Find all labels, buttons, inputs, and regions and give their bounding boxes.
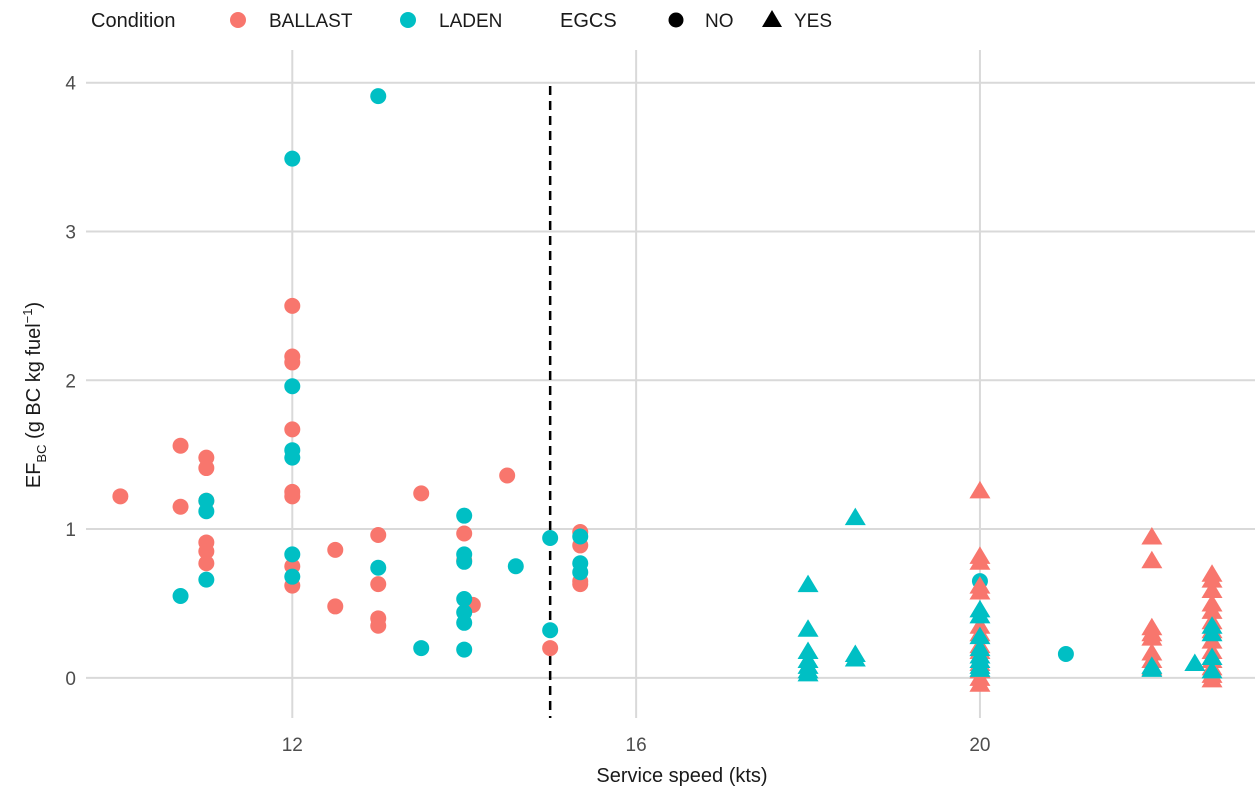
data-point-laden-circle <box>542 622 559 639</box>
data-point-ballast-triangle <box>1141 550 1163 569</box>
y-tick-label: 4 <box>65 74 76 95</box>
data-point-ballast-circle <box>284 421 301 438</box>
data-point-laden-circle <box>284 568 301 585</box>
data-point-laden-circle <box>284 150 301 167</box>
data-point-ballast-circle <box>284 354 301 371</box>
grid-lines <box>86 50 1255 718</box>
data-point-laden-circle <box>572 528 589 545</box>
data-point-laden-triangle <box>1201 647 1223 666</box>
y-tick-labels: 0 1 2 3 4 <box>65 74 76 690</box>
data-point-ballast-circle <box>172 437 189 454</box>
data-point-ballast-triangle <box>969 552 991 570</box>
data-point-laden-circle <box>284 378 301 395</box>
data-point-laden-triangle <box>797 619 819 637</box>
data-point-laden-circle <box>1057 646 1074 663</box>
data-point-laden-circle <box>456 614 473 631</box>
y-tick-label: 0 <box>65 669 76 690</box>
data-point-laden-circle <box>284 449 301 466</box>
legend-egcs-title: EGCS <box>560 10 617 32</box>
data-point-laden-circle <box>370 559 387 576</box>
legend-no-label: NO <box>705 11 734 32</box>
data-point-laden-triangle <box>797 574 819 593</box>
y-axis-title-main: EF <box>23 463 45 489</box>
data-point-ballast-triangle <box>1141 526 1163 545</box>
data-point-laden-circle <box>370 88 387 105</box>
legend: Condition BALLAST LADEN EGCS NO YES <box>91 10 832 32</box>
data-point-ballast-triangle <box>1201 580 1223 599</box>
data-point-laden-circle <box>572 564 589 581</box>
data-point-laden-triangle <box>797 663 819 682</box>
y-tick-label: 1 <box>65 520 76 541</box>
data-point-ballast-circle <box>327 541 344 558</box>
data-point-laden-circle <box>198 503 215 520</box>
data-point-laden-triangle <box>969 659 991 677</box>
data-point-laden-circle <box>456 553 473 570</box>
y-axis-title-sub: BC <box>34 445 49 463</box>
x-tick-label: 20 <box>969 735 990 756</box>
data-point-ballast-circle <box>413 485 430 502</box>
data-point-laden-triangle <box>844 648 866 667</box>
data-point-laden-triangle <box>969 626 991 645</box>
data-point-laden-triangle <box>844 507 866 526</box>
y-tick-label: 3 <box>65 223 76 244</box>
data-point-ballast-triangle <box>1201 601 1223 619</box>
data-point-ballast-circle <box>327 598 344 615</box>
data-point-laden-circle <box>198 571 215 588</box>
data-point-ballast-triangle <box>969 582 991 600</box>
data-point-ballast-circle <box>198 555 215 572</box>
data-point-ballast-triangle <box>969 480 991 499</box>
data-point-laden-triangle <box>797 641 819 660</box>
data-point-laden-triangle <box>1141 659 1163 677</box>
legend-ballast-swatch <box>230 12 246 28</box>
data-point-ballast-circle <box>284 488 301 505</box>
data-point-laden-triangle <box>1201 660 1223 679</box>
data-point-ballast-circle <box>370 576 387 593</box>
data-point-ballast-circle <box>370 527 387 544</box>
legend-condition-title: Condition <box>91 10 176 32</box>
y-axis-title-sup: −1 <box>20 309 35 324</box>
data-point-ballast-triangle <box>1141 628 1163 646</box>
y-axis-title: EFBC (g BC kg fuel−1) <box>20 302 49 488</box>
data-point-ballast-circle <box>456 525 473 542</box>
data-point-ballast-circle <box>284 297 301 314</box>
data-point-laden-circle <box>456 641 473 658</box>
data-point-ballast-circle <box>198 543 215 560</box>
legend-ballast-label: BALLAST <box>269 11 353 32</box>
data-points <box>112 88 1223 692</box>
data-point-laden-circle <box>507 558 524 575</box>
data-point-laden-circle <box>456 507 473 524</box>
legend-yes-label: YES <box>794 11 832 32</box>
x-tick-label: 16 <box>626 735 647 756</box>
data-point-ballast-circle <box>172 498 189 515</box>
data-point-ballast-circle <box>198 460 215 477</box>
data-point-ballast-triangle <box>969 674 991 692</box>
legend-yes-swatch <box>762 10 782 27</box>
data-point-ballast-triangle <box>1201 669 1223 688</box>
data-point-laden-circle <box>172 588 189 605</box>
y-axis-title-end: ) <box>23 302 45 309</box>
data-point-ballast-triangle <box>1201 570 1223 588</box>
data-point-laden-triangle <box>1184 653 1206 671</box>
data-point-ballast-circle <box>112 488 129 505</box>
x-tick-labels: 12 16 20 <box>282 735 991 756</box>
data-point-laden-triangle <box>969 605 991 624</box>
data-point-laden-circle <box>413 640 430 657</box>
data-point-ballast-circle <box>572 576 589 593</box>
legend-laden-swatch <box>400 12 416 28</box>
x-tick-label: 12 <box>282 735 303 756</box>
legend-no-swatch <box>668 12 684 28</box>
x-axis-title: Service speed (kts) <box>596 765 767 787</box>
y-axis-title-rest: (g BC kg fuel <box>23 323 45 444</box>
data-point-laden-circle <box>284 546 301 563</box>
data-point-ballast-circle <box>370 617 387 634</box>
data-point-laden-circle <box>542 529 559 546</box>
data-point-ballast-circle <box>499 467 516 484</box>
y-tick-label: 2 <box>65 371 76 392</box>
data-point-laden-circle <box>456 590 473 607</box>
data-point-ballast-circle <box>542 640 559 657</box>
legend-laden-label: LADEN <box>439 11 502 32</box>
data-point-laden-triangle <box>1201 623 1223 642</box>
